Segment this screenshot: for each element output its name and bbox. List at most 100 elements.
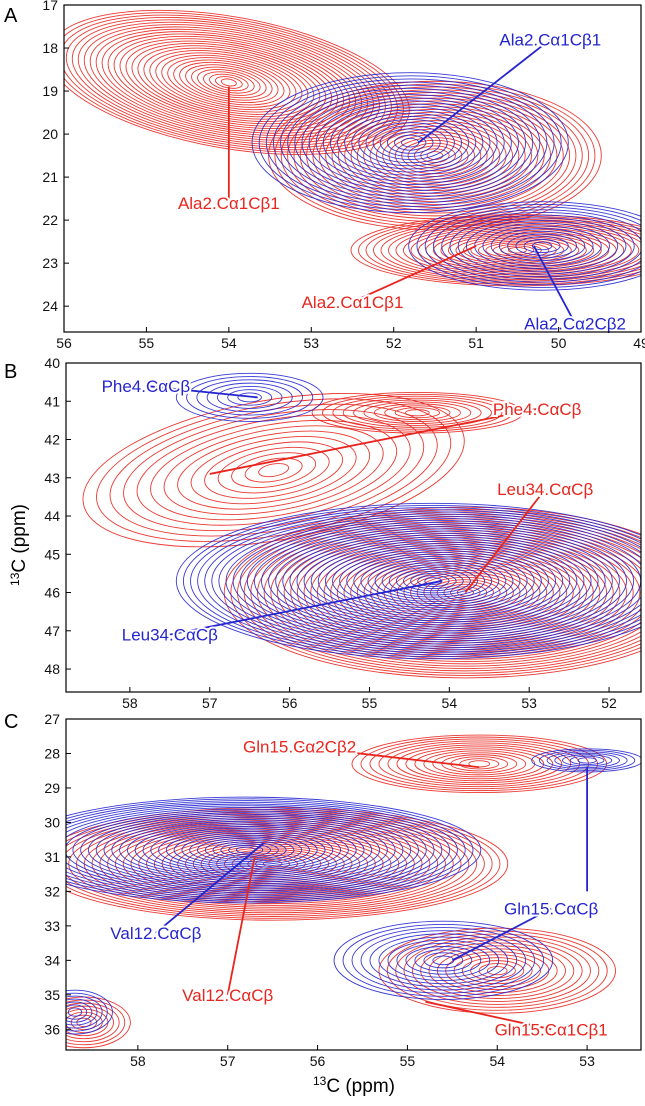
panel-c-blue-contour-level bbox=[181, 834, 310, 866]
panel-a-y-tick-label-2: 19 bbox=[42, 83, 58, 99]
panel-b-x-tick-label-3: 55 bbox=[362, 695, 378, 711]
panel-b-blue-contour-level bbox=[310, 543, 556, 619]
panel-a-blue-contour-level bbox=[372, 125, 448, 160]
panel-c-blue-contour-level bbox=[134, 824, 357, 876]
panel-b-y-tick-label-4: 44 bbox=[44, 508, 60, 524]
panel-a-red-contour-level bbox=[113, 35, 345, 129]
panel-a-frame bbox=[63, 4, 642, 333]
panel-c-red-contour-level bbox=[432, 752, 527, 776]
panel-b-red-contour-level bbox=[258, 463, 290, 478]
panel-a-red-contour-level bbox=[77, 21, 380, 144]
panel-c-blue-peak-1 bbox=[66, 796, 482, 904]
panel-b-blue-contour-level bbox=[237, 392, 262, 403]
panel-b-y-tick-label-6: 46 bbox=[44, 585, 60, 601]
panel-a-y-tick-label-4: 21 bbox=[42, 169, 58, 185]
panel-b-y-tick-label-7: 47 bbox=[44, 623, 60, 639]
panel-b-leader-line-2 bbox=[464, 488, 546, 594]
panel-c-blue-contour-level bbox=[150, 827, 342, 873]
panel-a-blue-contour-level bbox=[424, 206, 641, 286]
panel-c: C Gln15.Cα2Cβ2 Gln15.CαCβ Val12.CαCβ Val12.… bbox=[4, 711, 642, 1069]
panel-c-blue-contour-level bbox=[228, 844, 264, 856]
panel-a-blue-contour-level bbox=[344, 112, 477, 173]
panel-a-blue-contour-level bbox=[482, 225, 602, 267]
panel-a-red-contour-level bbox=[143, 47, 315, 118]
panel-a-red-contour-level bbox=[462, 237, 572, 263]
panel-b-red-contour-level bbox=[394, 407, 441, 419]
panel-b-blue-contour-level bbox=[403, 570, 464, 592]
panel-c-x-tick-label-0: 58 bbox=[130, 1053, 146, 1069]
panel-c-blue-contour-level bbox=[351, 927, 536, 994]
panel-c-leader-line-4 bbox=[425, 1000, 552, 1031]
panel-a-x-tick-label-6: 50 bbox=[551, 335, 567, 351]
panel-b-red-contour-level bbox=[163, 425, 384, 515]
panel-a-leader-line-2 bbox=[352, 245, 477, 303]
panel-b-blue-contour-level bbox=[275, 532, 592, 630]
panel-a-red-contour-level bbox=[318, 103, 552, 208]
panel-c-x-tick-label-1: 57 bbox=[220, 1053, 236, 1069]
panel-b-y-tick-label-3: 43 bbox=[44, 470, 60, 486]
panel-b-red-contour-level bbox=[230, 509, 641, 676]
panel-a-blue-contour-level bbox=[301, 94, 519, 192]
panel-a-blue-contour-level bbox=[465, 220, 619, 272]
panel-c-red-contour-level bbox=[405, 746, 554, 782]
panel-a-blue-contour-level bbox=[322, 103, 498, 182]
panel-c-peak-label-1: Gln15.CαCβ bbox=[504, 900, 598, 919]
panel-b-y-tick-label-5: 45 bbox=[44, 546, 60, 562]
panel-b-red-contour-level bbox=[190, 436, 357, 505]
panel-a-red-contour-level bbox=[413, 145, 456, 166]
panel-a-red-contour-level bbox=[410, 226, 625, 274]
panel-a-red-contour-level bbox=[173, 59, 285, 106]
panel-b-blue-contour-level bbox=[332, 549, 535, 613]
panel-a-red-contour-level bbox=[417, 228, 617, 273]
panel-b-peak-label-3: Leu34.CαCβ bbox=[122, 626, 218, 645]
panel-a-leader-line-0 bbox=[417, 38, 551, 144]
panel-b-blue-contour-level bbox=[239, 522, 627, 641]
panel-b-red-contour-level bbox=[177, 430, 371, 510]
panel-b-blue-contour-level bbox=[324, 547, 542, 615]
panel-a-blue-contour-level bbox=[308, 97, 512, 189]
panel-a-red-contour-level bbox=[306, 97, 564, 214]
panel-c-red-contour-level bbox=[369, 738, 590, 790]
panel-c-blue-contour-level bbox=[432, 955, 455, 966]
panel-a-x-tick-label-0: 56 bbox=[56, 335, 72, 351]
panel-b-axes: 58 57 56 55 54 53 52 40 41 42 43 44 45 46 47 48 bbox=[44, 355, 617, 711]
panel-a-red-contour-level bbox=[447, 234, 587, 266]
panel-a-red-contour-level bbox=[137, 45, 321, 120]
panel-a-red-peak-0 bbox=[64, 9, 410, 156]
panel-c-blue-contour-level bbox=[66, 803, 451, 897]
panel-c-blue-contour-level bbox=[66, 992, 108, 1032]
panel-a-red-contour-level bbox=[149, 50, 309, 115]
panel-b-red-contour-level bbox=[231, 452, 317, 488]
panel-b-blue-contour-level bbox=[204, 511, 641, 651]
panel-b-peak-label-1: Phe4.CαCβ bbox=[493, 400, 582, 419]
panel-a-blue-contour-level bbox=[365, 122, 455, 164]
panel-c-y-tick-label-8: 35 bbox=[44, 987, 60, 1003]
panel-b-blue-contour-level bbox=[175, 372, 324, 423]
panel-a-blue-contour-level bbox=[379, 128, 441, 157]
panel-c-red-contour-level bbox=[478, 963, 516, 979]
panel-a-blue-contour-level bbox=[386, 131, 434, 154]
panel-a-blue-contour-level bbox=[294, 90, 527, 195]
panel-c-y-tick-label-9: 36 bbox=[44, 1021, 60, 1037]
panel-a-peak-label-1: Ala2.Cα1Cβ1 bbox=[178, 194, 280, 213]
panel-b-blue-contour-level bbox=[381, 564, 486, 598]
panel-a-red-contour-level bbox=[380, 220, 641, 281]
panel-b-blue-contour-level bbox=[346, 553, 521, 609]
panel-a-y-tick-label-1: 18 bbox=[42, 40, 58, 56]
panel-a-red-contour-level bbox=[432, 231, 602, 270]
panel-b-red-contour-level bbox=[204, 441, 344, 499]
panel-c-blue-contour-level bbox=[66, 1004, 88, 1020]
panel-a-peak-label-3: Ala2.Cα2Cβ2 bbox=[524, 314, 626, 333]
panel-b-blue-contour-level bbox=[206, 382, 293, 413]
panel-a-x-tick-label-1: 55 bbox=[139, 335, 155, 351]
panel-b-red-contour-level bbox=[244, 457, 303, 483]
panel-a-red-contour-level bbox=[191, 66, 267, 99]
panel-a-y-tick-label-3: 20 bbox=[42, 126, 58, 142]
panel-b-red-contour-level bbox=[150, 419, 398, 521]
panel-b-blue-contour-level bbox=[183, 505, 641, 658]
panel-a-red-contour-level bbox=[395, 223, 640, 277]
panel-a-red-contour-level bbox=[185, 64, 273, 101]
panel-b-red-contour-level bbox=[136, 414, 411, 526]
panel-c-blue-contour-level bbox=[405, 946, 482, 975]
panel-a-red-contour-level bbox=[365, 217, 641, 284]
